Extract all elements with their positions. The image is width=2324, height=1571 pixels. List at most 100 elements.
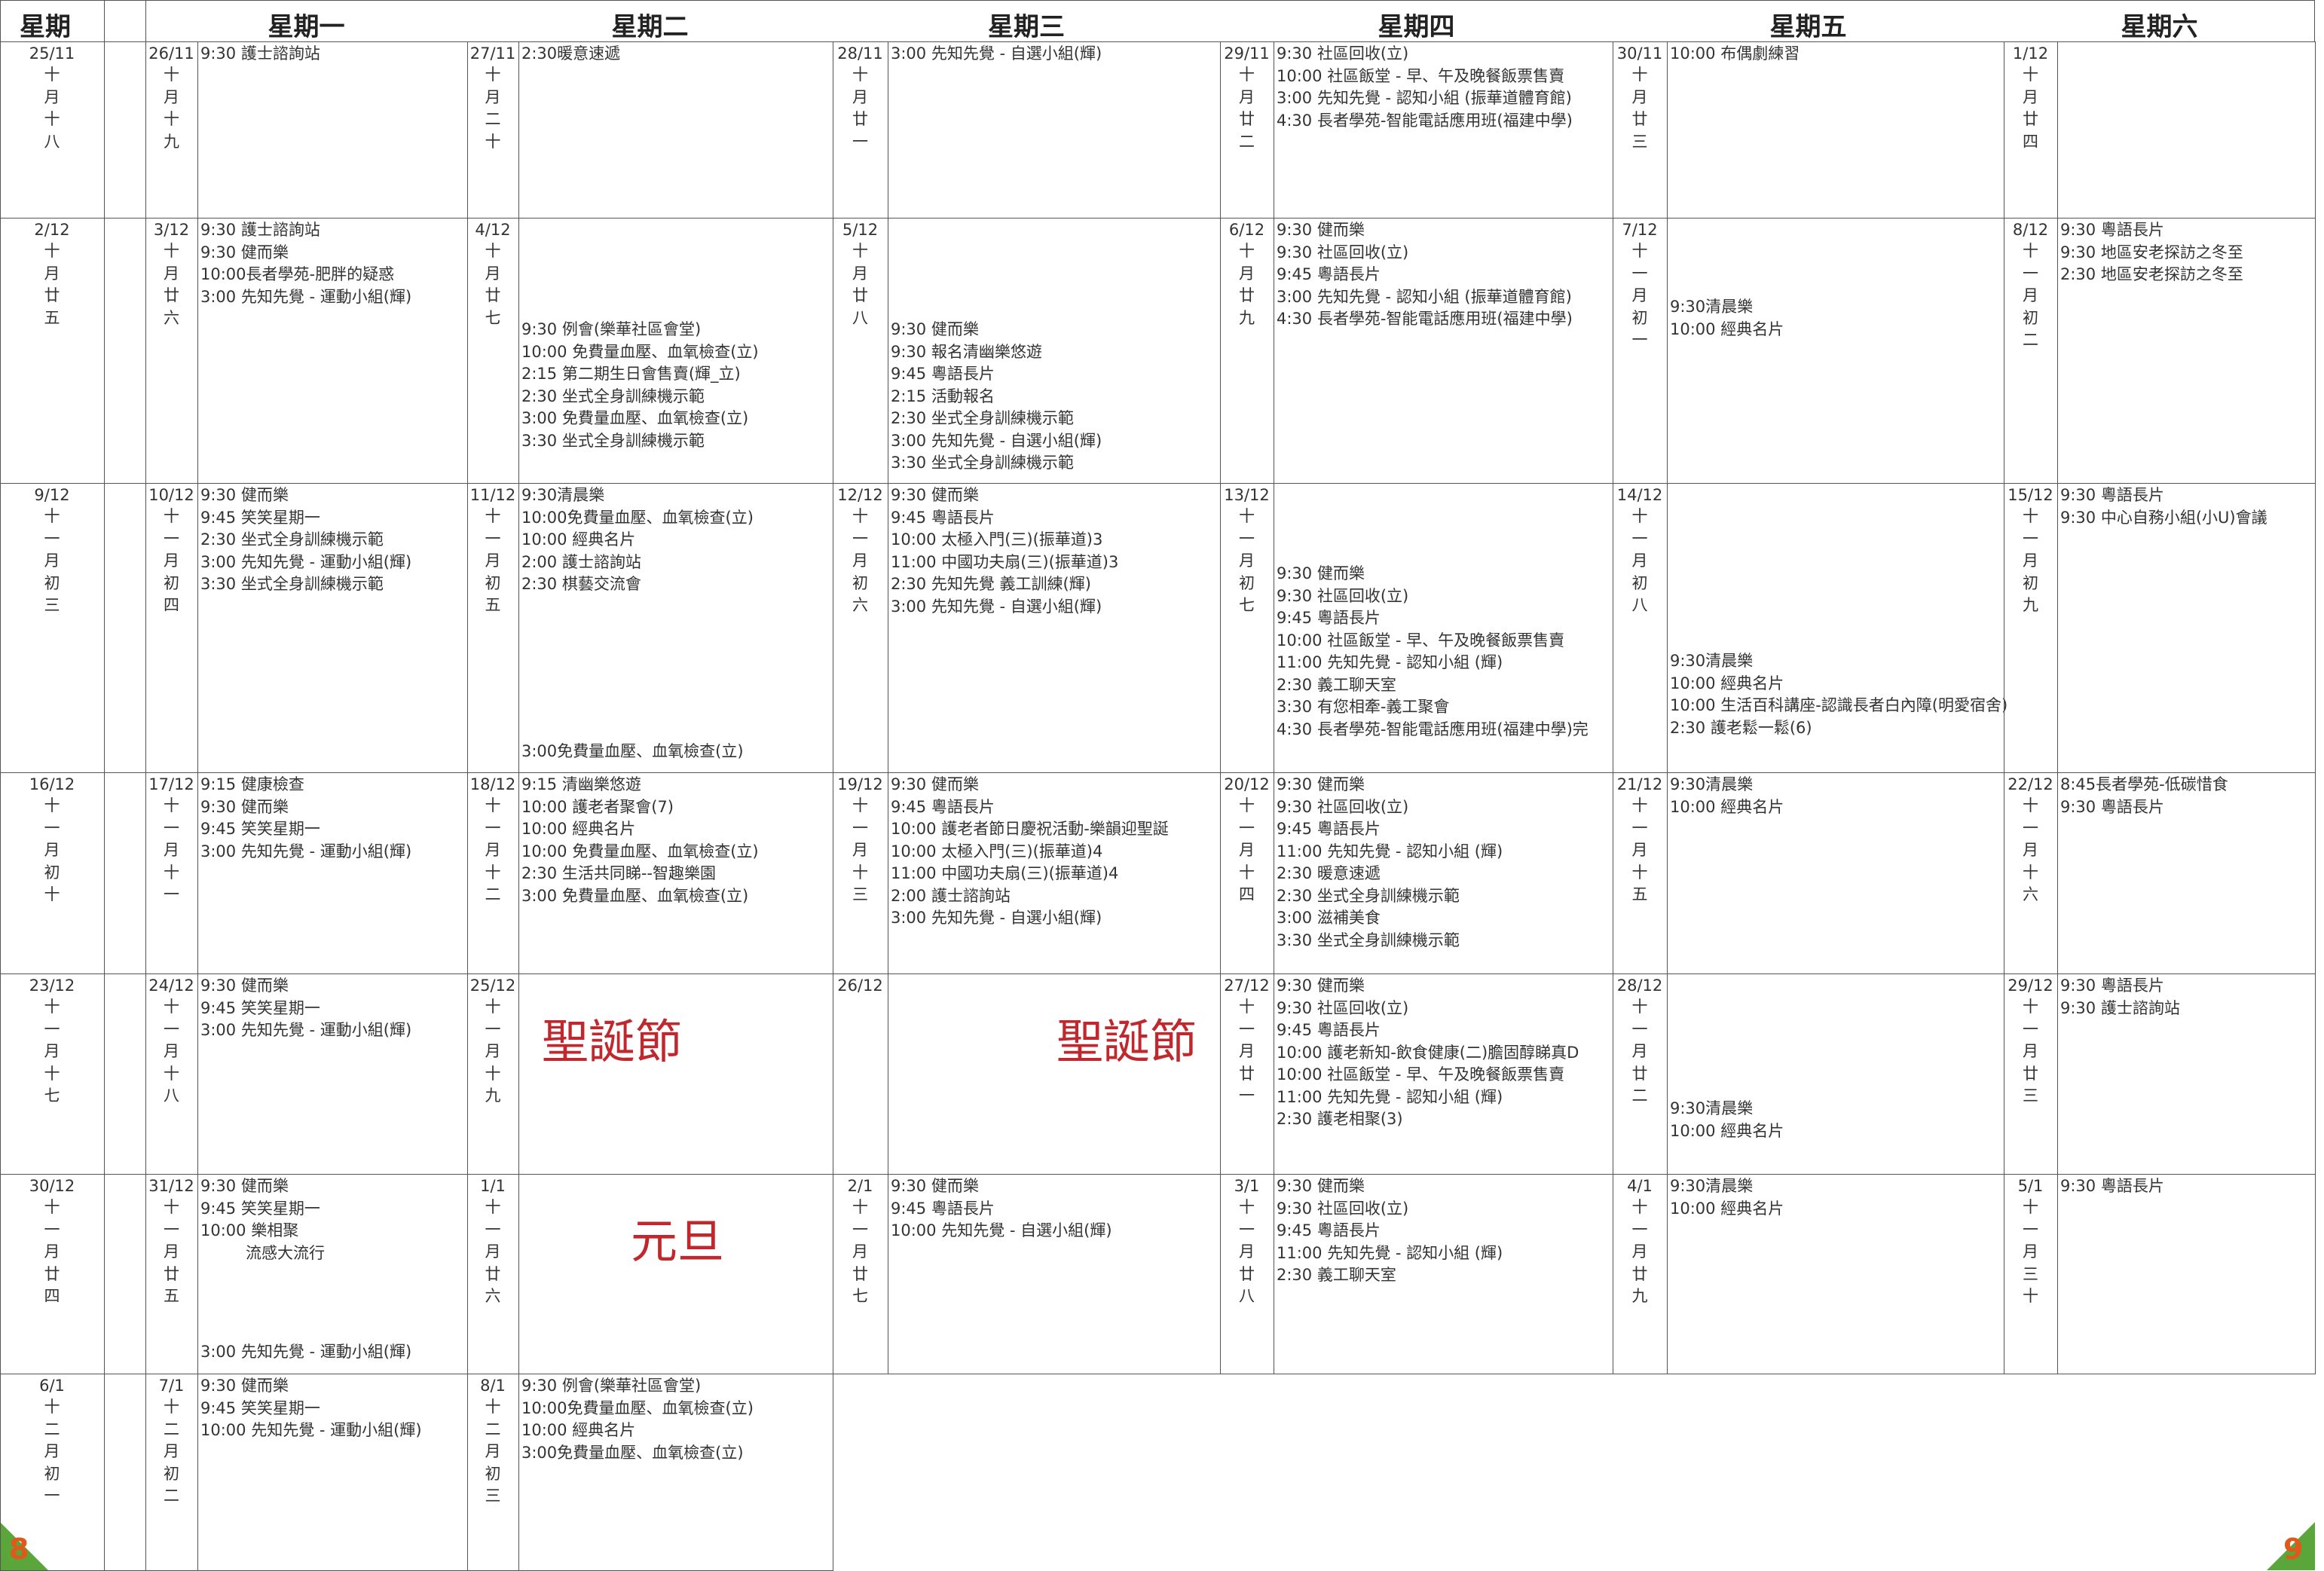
lunar-date: 十月廿二 — [1239, 66, 1255, 151]
event: 2:30 先知先覺 義工訓練(輝) — [891, 575, 1091, 593]
page-number: 9 — [2283, 1533, 2304, 1566]
date: 20/12 — [1224, 775, 1270, 793]
date-cell — [1220, 1174, 1274, 1374]
event: 9:30清晨樂 — [521, 486, 605, 504]
event: 9:30 粵語長片 — [2060, 1177, 2164, 1195]
lunar-date: 十月二十 — [485, 66, 501, 151]
date: 24/12 — [148, 977, 194, 995]
date: 22/12 — [2008, 775, 2053, 793]
event: 9:30 健而樂 — [891, 320, 979, 338]
event: 11:00 先知先覺 - 認知小組 (輝) — [1277, 1087, 1503, 1106]
event: 3:00 先知先覺 - 自選小組(輝) — [891, 909, 1102, 927]
day-cell — [1613, 41, 2004, 219]
event: 10:00 布偶劇練習 — [1670, 44, 1800, 63]
blank-col — [104, 973, 146, 1175]
lunar-date: 十一月初十 — [44, 796, 60, 903]
lunar-date: 十一月廿二 — [1631, 998, 1648, 1105]
date: 5/1 — [2017, 1177, 2044, 1195]
lunar-date: 十一月廿九 — [1631, 1198, 1648, 1305]
event: 9:30 地區安老探訪之冬至 — [2060, 243, 2243, 261]
event: 10:00 免費量血壓、血氧檢查(立) — [521, 842, 759, 860]
event: 9:45 笑笑星期一 — [200, 508, 320, 527]
date: 2/1 — [847, 1177, 873, 1195]
date: 29/11 — [1224, 44, 1270, 63]
blank-col — [104, 483, 146, 773]
event: 3:00 滋補美食 — [1277, 909, 1381, 927]
event: 9:30 護士諮詢站 — [200, 221, 320, 239]
lunar-date: 十一月十二 — [485, 796, 501, 903]
event: 10:00 經典名片 — [521, 1421, 636, 1439]
event: 9:30 報名清幽樂悠遊 — [891, 342, 1042, 361]
corner-right — [2267, 1522, 2315, 1570]
date: 30/12 — [29, 1177, 75, 1195]
event: 10:00 太極入門(三)(振華道)4 — [891, 842, 1103, 860]
blank-col — [104, 1374, 146, 1571]
date: 1/12 — [2012, 44, 2049, 63]
date: 28/11 — [837, 44, 883, 63]
date: 3/12 — [153, 221, 190, 239]
event: 3:00 先知先覺 - 運動小組(輝) — [200, 842, 412, 860]
event: 3:30 坐式全身訓練機示範 — [200, 575, 384, 593]
event: 9:30 粵語長片 — [2060, 797, 2164, 816]
event: 9:30 社區回收(立) — [1277, 586, 1409, 605]
header-label: 星期一 — [268, 12, 345, 42]
event: 9:45 粵語長片 — [1277, 609, 1381, 627]
blank-col-header — [104, 0, 146, 42]
date: 6/12 — [1228, 221, 1265, 239]
date: 30/11 — [1616, 44, 1663, 63]
lunar-date: 十一月廿六 — [485, 1198, 501, 1305]
event: 9:45 粵語長片 — [1277, 820, 1381, 838]
event: 10:00 護老者聚會(7) — [521, 797, 674, 816]
event: 2:30 護老鬆一鬆(6) — [1670, 718, 1812, 737]
event: 10:00 樂相聚 — [200, 1221, 299, 1239]
lunar-date: 十一月初二 — [2023, 242, 2038, 349]
event: 2:30 護老相聚(3) — [1277, 1110, 1403, 1128]
event: 3:30 坐式全身訓練機示範 — [891, 454, 1074, 472]
event: 9:15 清幽樂悠遊 — [521, 775, 641, 793]
lunar-date: 十一月十四 — [1239, 796, 1255, 903]
event: 10:00免費量血壓、血氧檢查(立) — [521, 508, 754, 527]
event: 9:30 健而樂 — [1277, 977, 1365, 995]
event: 9:30 健而樂 — [891, 486, 979, 504]
lunar-date: 十一月廿一 — [1239, 998, 1255, 1105]
date: 11/12 — [469, 486, 516, 504]
event: 9:30 社區回收(立) — [1277, 797, 1409, 816]
event: 10:00 太極入門(三)(振華道)3 — [891, 530, 1103, 549]
lunar-date: 十一月十六 — [2023, 796, 2038, 903]
date: 10/12 — [148, 486, 194, 504]
event: 3:30 坐式全身訓練機示範 — [521, 431, 705, 450]
event: 2:15 活動報名 — [891, 387, 995, 405]
event: 9:30 健而樂 — [200, 977, 289, 995]
event: 9:30 健而樂 — [1277, 221, 1365, 239]
event: 9:30清晨樂 — [1670, 775, 1754, 793]
page-number: 8 — [9, 1533, 29, 1566]
lunar-date: 十一月廿七 — [852, 1198, 868, 1305]
event: 3:00 先知先覺 - 運動小組(輝) — [200, 1021, 412, 1039]
event: 9:45 笑笑星期一 — [200, 1199, 320, 1218]
event: 2:00 護士諮詢站 — [521, 552, 641, 571]
lunar-date: 十一月初四 — [164, 507, 179, 614]
event: 9:30 中心自務小組(小U)會議 — [2060, 508, 2267, 527]
event: 3:00免費量血壓、血氧檢查(立) — [521, 1443, 744, 1462]
event: 9:30 健而樂 — [200, 1377, 289, 1395]
event: 9:30 護士諮詢站 — [200, 44, 320, 63]
lunar-date: 十一月初七 — [1239, 507, 1255, 614]
event: 2:30 坐式全身訓練機示範 — [521, 387, 705, 405]
event: 9:45 笑笑星期一 — [200, 1398, 320, 1417]
event: 4:30 長者學苑-智能電話應用班(福建中學) — [1277, 111, 1573, 130]
event: 9:30 例會(樂華社區會堂) — [521, 1377, 702, 1395]
event: 10:00 經典名片 — [521, 820, 636, 838]
header-label: 星期 — [20, 12, 71, 42]
lunar-date: 十一月初六 — [852, 507, 868, 614]
event: 10:00 先知先覺 - 運動小組(輝) — [200, 1421, 422, 1439]
date: 31/12 — [148, 1177, 194, 1195]
date: 19/12 — [837, 775, 883, 793]
event: 9:15 健康檢查 — [200, 775, 304, 793]
lunar-date: 十一月廿五 — [164, 1198, 179, 1305]
lunar-date: 十月廿八 — [852, 242, 868, 327]
event: 9:30 健而樂 — [200, 797, 289, 816]
event: 10:00 經典名片 — [1670, 1199, 1784, 1218]
blank-col — [104, 772, 146, 974]
day-cell — [1613, 973, 2004, 1175]
